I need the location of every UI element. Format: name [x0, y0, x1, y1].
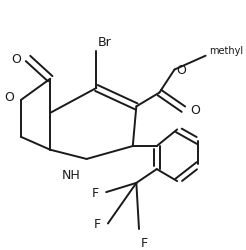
- Text: methyl: methyl: [209, 46, 243, 56]
- Text: O: O: [190, 103, 200, 116]
- Text: Br: Br: [98, 36, 112, 49]
- Text: NH: NH: [61, 168, 80, 181]
- Text: F: F: [92, 186, 99, 199]
- Text: F: F: [94, 217, 101, 230]
- Text: O: O: [176, 64, 186, 77]
- Text: O: O: [11, 53, 21, 66]
- Text: O: O: [4, 90, 14, 103]
- Text: F: F: [141, 236, 148, 249]
